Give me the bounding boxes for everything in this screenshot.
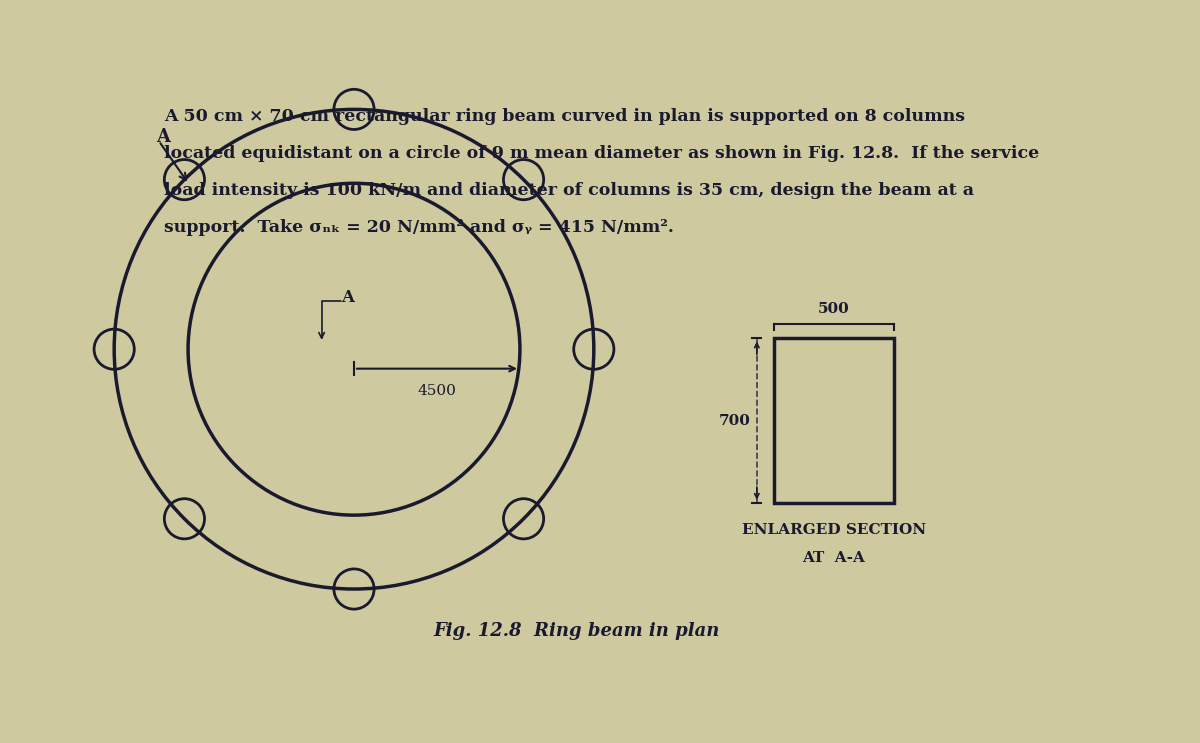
- Text: support.  Take σₙₖ = 20 N/mm² and σᵧ = 415 N/mm².: support. Take σₙₖ = 20 N/mm² and σᵧ = 41…: [164, 219, 674, 236]
- Text: load intensity is 100 kN/m and diameter of columns is 35 cm, design the beam at : load intensity is 100 kN/m and diameter …: [164, 182, 974, 199]
- Text: 4500: 4500: [418, 384, 456, 398]
- Text: ENLARGED SECTION: ENLARGED SECTION: [742, 522, 926, 536]
- Text: 700: 700: [719, 414, 751, 428]
- Bar: [774, 338, 894, 504]
- Text: AT  A-A: AT A-A: [803, 551, 865, 565]
- Text: Fig. 12.8  Ring beam in plan: Fig. 12.8 Ring beam in plan: [433, 622, 720, 640]
- Text: located equidistant on a circle of 9 m mean diameter as shown in Fig. 12.8.  If : located equidistant on a circle of 9 m m…: [164, 146, 1039, 163]
- Text: A: A: [341, 289, 354, 306]
- Text: A: A: [156, 129, 169, 146]
- Text: A 50 cm × 70 cm rectangular ring beam curved in plan is supported on 8 columns: A 50 cm × 70 cm rectangular ring beam cu…: [164, 108, 965, 126]
- Text: 500: 500: [818, 302, 850, 317]
